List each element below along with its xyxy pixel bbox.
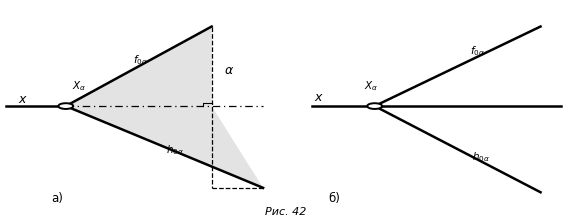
Text: б): б) — [329, 192, 340, 205]
Text: Рис. 42: Рис. 42 — [265, 207, 307, 217]
Text: $x$: $x$ — [314, 91, 324, 104]
Circle shape — [367, 103, 382, 109]
Polygon shape — [66, 27, 212, 106]
Text: $X_{\alpha}$: $X_{\alpha}$ — [72, 79, 86, 93]
Circle shape — [58, 103, 73, 109]
Text: $f_{0\alpha}$: $f_{0\alpha}$ — [133, 53, 148, 67]
Text: $X_{\alpha}$: $X_{\alpha}$ — [364, 79, 378, 93]
Text: $h_{0\alpha}$: $h_{0\alpha}$ — [471, 150, 490, 164]
Text: $f_{0\alpha}$: $f_{0\alpha}$ — [470, 44, 485, 58]
Text: $x$: $x$ — [18, 93, 28, 106]
Text: $h_{0\alpha}$: $h_{0\alpha}$ — [165, 143, 184, 157]
Text: $\alpha$: $\alpha$ — [224, 64, 234, 77]
Polygon shape — [66, 106, 263, 188]
Text: а): а) — [51, 192, 63, 205]
